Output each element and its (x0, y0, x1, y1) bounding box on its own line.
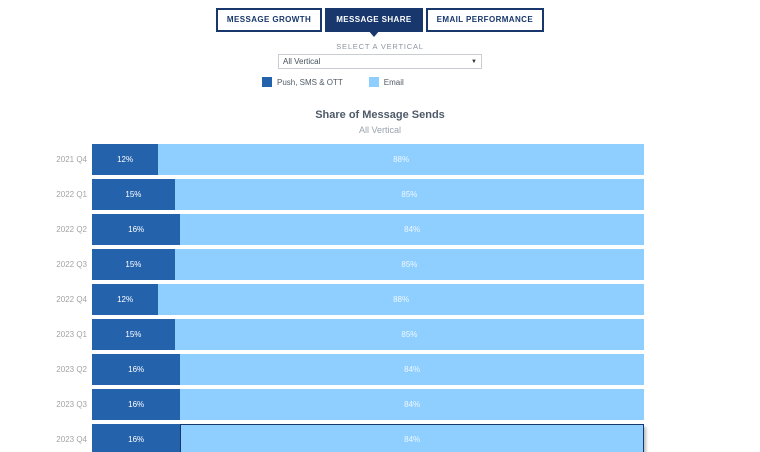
row-category-label: 2023 Q3 (56, 400, 87, 409)
bar-segment-email[interactable]: 85% (174, 319, 644, 350)
bar-track: 12% 88% (92, 284, 644, 315)
bar-track: 15% 85% (92, 319, 644, 350)
bar-segment-email[interactable]: 84% (180, 214, 644, 245)
bar-segment-email[interactable]: 85% (174, 249, 644, 280)
bar-segment-email[interactable]: 84% (180, 389, 644, 420)
bar-track: 16% 84% (92, 354, 644, 385)
legend: Push, SMS & OTT Email (262, 77, 760, 87)
vertical-select[interactable]: All Vertical ▼ (278, 54, 482, 69)
bar-track: 15% 85% (92, 249, 644, 280)
row-category-label: 2023 Q1 (56, 330, 87, 339)
bar-track: 15% 85% (92, 179, 644, 210)
tab-bar: MESSAGE GROWTH MESSAGE SHARE EMAIL PERFORM… (0, 0, 760, 37)
vertical-select-value: All Vertical (283, 57, 321, 66)
bar-segment-push-sms-ott[interactable]: 15% (92, 249, 175, 280)
row-category-label: 2022 Q4 (56, 295, 87, 304)
chart-row: 2023 Q4 16% 84% (0, 424, 644, 452)
legend-swatch-icon (368, 77, 379, 87)
filter-label: SELECT A VERTICAL (336, 42, 424, 51)
bar-track: 12% 88% (92, 144, 644, 175)
tab-message-growth[interactable]: MESSAGE GROWTH (215, 8, 323, 32)
chart-row: 2023 Q2 16% 84% (0, 354, 644, 385)
bar-segment-push-sms-ott[interactable]: 16% (92, 424, 181, 452)
chart-title: Share of Message Sends (315, 109, 445, 121)
bar-segment-push-sms-ott[interactable]: 15% (92, 179, 175, 210)
chart-row: 2022 Q2 16% 84% (0, 214, 644, 245)
bar-segment-push-sms-ott[interactable]: 16% (92, 214, 181, 245)
bar-segment-push-sms-ott[interactable]: 16% (92, 354, 181, 385)
bar-segment-email[interactable]: 84% (180, 424, 644, 452)
bar-segment-push-sms-ott[interactable]: 12% (92, 144, 159, 175)
legend-swatch-icon (262, 77, 272, 87)
bar-segment-email[interactable]: 88% (158, 284, 644, 315)
caret-down-icon: ▼ (471, 58, 477, 65)
row-category-label: 2022 Q2 (56, 225, 87, 234)
legend-label: Email (383, 77, 404, 87)
bar-track: 16% 84% (92, 214, 644, 245)
bar-track: 16% 84% (92, 389, 644, 420)
bar-segment-push-sms-ott[interactable]: 15% (92, 319, 175, 350)
bar-track: 16% 84% (92, 424, 644, 452)
row-category-label: 2022 Q1 (56, 190, 87, 199)
row-category-label: 2022 Q3 (56, 260, 87, 269)
tab-message-share[interactable]: MESSAGE SHARE (325, 8, 423, 37)
tab-email-performance[interactable]: EMAIL PERFORMANCE (425, 8, 545, 32)
chart-subtitle: All Vertical (358, 125, 402, 135)
chart-row: 2023 Q3 16% 84% (0, 389, 644, 420)
chart-row: 2022 Q1 15% 85% (0, 179, 644, 210)
bar-segment-email[interactable]: 88% (158, 144, 644, 175)
bar-segment-email[interactable]: 84% (180, 354, 644, 385)
row-category-label: 2023 Q2 (56, 365, 87, 374)
bar-segment-push-sms-ott[interactable]: 16% (92, 389, 181, 420)
chart-row: 2022 Q4 12% 88% (0, 284, 644, 315)
legend-label: Push, SMS & OTT (277, 77, 343, 87)
chart-row: 2023 Q1 15% 85% (0, 319, 644, 350)
vertical-filter: SELECT A VERTICAL All Vertical ▼ (278, 42, 482, 69)
chart-row: 2021 Q4 12% 88% (0, 144, 644, 175)
legend-item-push-sms-ott[interactable]: Push, SMS & OTT (262, 77, 343, 87)
bar-segment-email[interactable]: 85% (174, 179, 644, 210)
row-category-label: 2023 Q4 (56, 435, 87, 444)
legend-item-email[interactable]: Email (368, 77, 404, 87)
row-category-label: 2021 Q4 (56, 155, 87, 164)
bar-segment-push-sms-ott[interactable]: 12% (92, 284, 159, 315)
chart-row: 2022 Q3 15% 85% (0, 249, 644, 280)
stacked-bar-chart: 2021 Q4 12% 88% 2022 Q1 15% 85% 2022 Q2 … (0, 144, 644, 452)
